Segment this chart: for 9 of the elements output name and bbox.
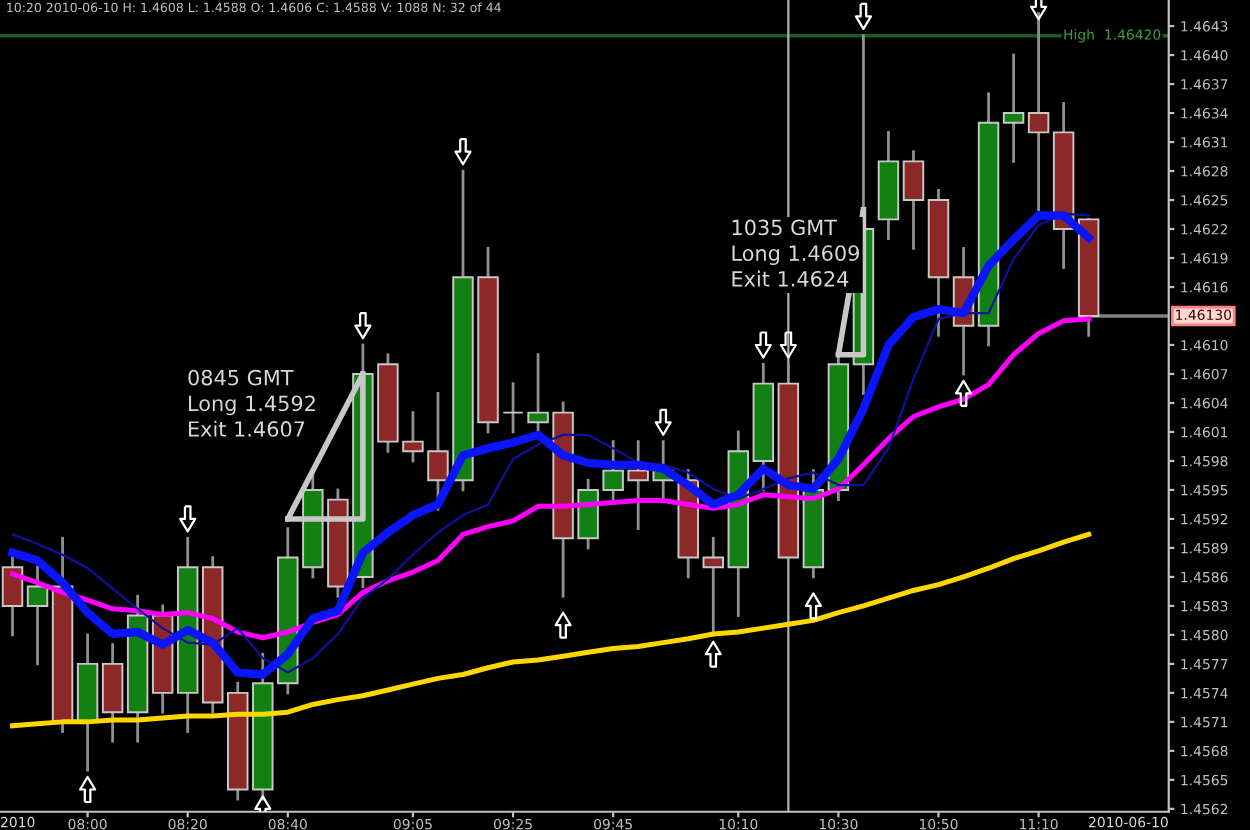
annotation: 1035 GMT Long 1.4609 Exit 1.4624	[732, 219, 859, 287]
candlestick	[702, 536, 724, 637]
candlestick	[502, 382, 524, 434]
candlestick	[1002, 53, 1025, 163]
annotation: 0845 GMT Long 1.4592 Exit 1.4607	[188, 369, 315, 437]
candlestick	[26, 565, 49, 666]
candlestick	[902, 150, 925, 250]
candlestick	[1, 556, 24, 637]
line-series	[10, 531, 1092, 729]
